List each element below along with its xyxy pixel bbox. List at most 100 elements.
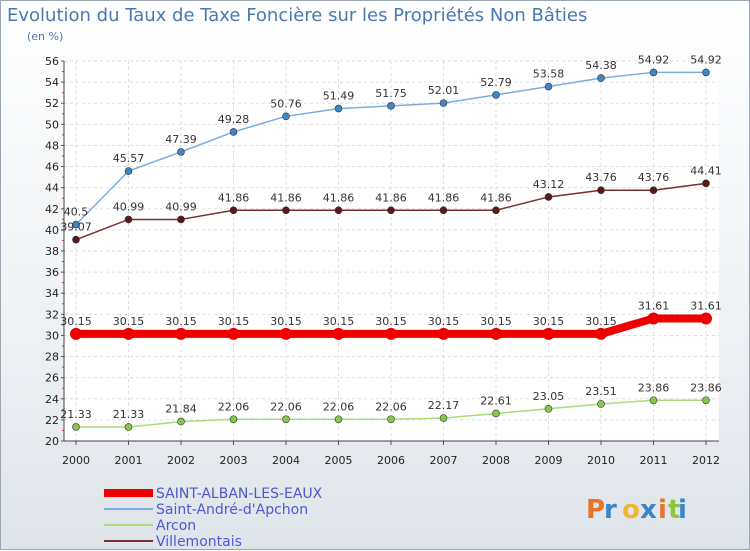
data-label: 39.07 [60, 221, 92, 234]
x-tick-label: 2008 [482, 454, 510, 467]
y-tick-label: 56 [45, 55, 59, 68]
logo-letter: i [658, 495, 667, 525]
legend-label: Saint-André-d'Apchon [156, 502, 308, 518]
y-tick-label: 46 [45, 161, 59, 174]
data-point [334, 104, 343, 113]
data-point [702, 396, 710, 405]
x-tick-label: 2006 [377, 454, 405, 467]
data-label: 22.06 [270, 400, 302, 413]
data-point [597, 186, 605, 194]
x-tick-label: 2001 [115, 454, 143, 467]
data-label: 41.86 [375, 191, 407, 204]
data-point [175, 327, 187, 340]
data-point [387, 415, 395, 424]
y-tick-label: 50 [45, 118, 59, 131]
y-tick-label: 48 [45, 139, 59, 152]
y-tick-label: 38 [45, 245, 59, 258]
legend-label: Villemontais [156, 534, 242, 550]
x-tick-label: 2009 [535, 454, 563, 467]
data-label: 51.75 [375, 87, 407, 100]
data-point [229, 206, 238, 215]
data-point [282, 206, 290, 215]
data-label: 43.76 [638, 171, 670, 184]
x-tick-label: 2010 [587, 454, 615, 467]
legend-label: Arcon [156, 518, 196, 534]
data-label: 23.86 [690, 381, 722, 394]
data-label: 30.15 [323, 315, 355, 328]
data-label: 22.17 [428, 399, 460, 412]
data-label: 40.99 [113, 200, 145, 213]
data-label: 40.5 [64, 206, 89, 219]
data-label: 30.15 [375, 315, 407, 328]
logo-letter: x [640, 495, 657, 525]
data-point [439, 414, 448, 422]
data-label: 41.86 [270, 191, 302, 204]
data-point [544, 82, 553, 91]
data-label: 30.15 [533, 315, 565, 328]
y-tick-label: 42 [45, 203, 59, 216]
y-tick-label: 22 [45, 414, 59, 427]
data-label: 54.92 [638, 53, 670, 66]
y-tick-label: 30 [45, 329, 59, 342]
data-label: 45.57 [113, 152, 145, 165]
data-label: 52.01 [428, 84, 460, 97]
data-label: 43.12 [533, 178, 565, 191]
data-label: 30.15 [218, 315, 250, 328]
data-label: 41.86 [480, 191, 512, 204]
y-tick-label: 26 [45, 372, 59, 385]
data-point [177, 215, 185, 224]
data-point [597, 400, 605, 408]
data-label: 23.51 [585, 385, 617, 398]
data-point [177, 417, 185, 426]
data-label: 21.84 [165, 403, 197, 416]
x-tick-label: 2002 [167, 454, 195, 467]
data-label: 30.15 [165, 315, 197, 328]
data-point [124, 215, 133, 224]
logo-letter: o [622, 495, 640, 525]
data-point [72, 423, 80, 431]
data-point [72, 220, 80, 229]
y-tick-label: 34 [45, 287, 59, 300]
data-label: 54.92 [690, 53, 722, 66]
data-point [280, 327, 292, 340]
data-label: 30.15 [60, 315, 92, 328]
y-tick-label: 36 [45, 266, 59, 279]
data-point [439, 99, 448, 107]
data-point [387, 102, 395, 110]
data-point [492, 409, 500, 418]
data-point [544, 405, 553, 413]
y-tick-label: 54 [45, 76, 59, 89]
y-tick-label: 40 [45, 224, 59, 237]
data-point [490, 327, 502, 340]
data-label: 31.61 [690, 299, 722, 312]
data-label: 30.15 [270, 315, 302, 328]
data-label: 22.06 [323, 400, 355, 413]
data-label: 22.06 [218, 400, 250, 413]
data-point [544, 193, 553, 201]
data-point [595, 327, 607, 340]
data-point [124, 167, 133, 175]
data-point [702, 68, 710, 77]
chart-unit-label: (en %) [27, 30, 64, 43]
data-label: 23.86 [638, 381, 670, 394]
x-tick-label: 2005 [325, 454, 353, 467]
data-point [334, 415, 343, 424]
data-label: 30.15 [585, 315, 617, 328]
data-point [492, 206, 500, 215]
data-point [700, 312, 712, 325]
data-point [385, 327, 397, 340]
data-point [177, 148, 185, 156]
data-point [70, 327, 82, 340]
data-point [122, 327, 135, 340]
data-label: 21.33 [60, 408, 92, 421]
data-label: 43.76 [585, 171, 617, 184]
x-tick-label: 2003 [220, 454, 248, 467]
data-point [647, 312, 660, 325]
data-label: 23.05 [533, 390, 565, 403]
data-label: 53.58 [533, 68, 565, 81]
data-label: 22.61 [480, 394, 512, 407]
data-label: 22.06 [375, 400, 407, 413]
data-point [492, 91, 500, 99]
legend-label: SAINT-ALBAN-LES-EAUX [156, 486, 323, 502]
